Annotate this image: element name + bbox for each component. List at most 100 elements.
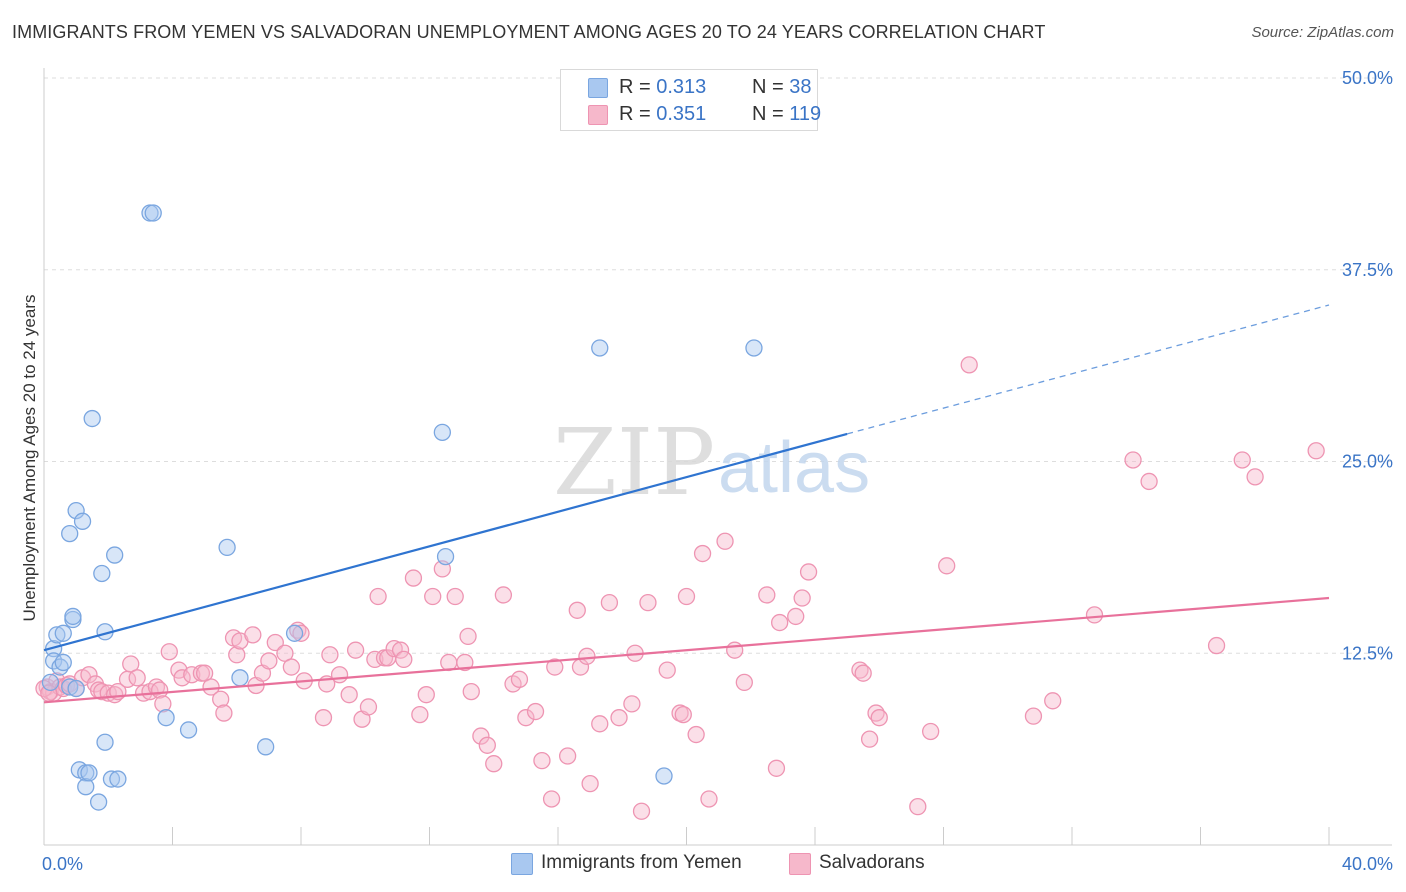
stats-box: R = 0.313 N = 38 R = 0.351 N = 119 (560, 69, 822, 131)
data-point (793, 589, 811, 607)
stats-swatch-yemen (588, 78, 608, 98)
chart-title: IMMIGRANTS FROM YEMEN VS SALVADORAN UNEM… (12, 22, 1046, 42)
data-point (395, 650, 413, 669)
data-point (244, 626, 262, 644)
watermark: ZIP atlas (553, 409, 870, 516)
x-tick-label: 40.0% (1342, 854, 1393, 874)
stats-r-value: 0.313 (656, 76, 707, 98)
data-point (160, 643, 178, 661)
data-point (257, 738, 275, 756)
data-point (195, 664, 214, 682)
data-point (282, 658, 301, 676)
data-point (61, 524, 79, 543)
series-immigrants-from-yemen (41, 204, 763, 811)
data-point (716, 532, 734, 550)
series-salvadorans (35, 356, 1325, 820)
data-point (54, 653, 72, 672)
data-point (735, 673, 753, 692)
y-tick-label: 37.5% (1342, 260, 1393, 280)
legend-swatch-salvadorans (789, 853, 811, 875)
data-point (1233, 451, 1251, 469)
data-point (870, 709, 888, 727)
data-point (266, 633, 284, 652)
data-point (330, 666, 349, 684)
data-point (218, 538, 236, 557)
data-point (526, 702, 545, 721)
data-point (610, 709, 628, 727)
data-point (61, 678, 79, 696)
data-point (212, 690, 230, 708)
data-point (67, 501, 85, 520)
data-point (922, 722, 940, 741)
data-point (106, 546, 124, 564)
data-point (771, 613, 789, 632)
data-point (510, 670, 529, 688)
gridlines (44, 77, 1392, 654)
data-point (799, 563, 818, 581)
data-point (109, 770, 127, 788)
data-point (144, 204, 162, 222)
data-point (359, 698, 378, 716)
data-point (228, 646, 246, 664)
data-point (674, 705, 692, 724)
data-point (173, 669, 191, 687)
stats-swatch-salvadorans (588, 105, 608, 125)
data-point (179, 721, 198, 739)
legend-swatch-yemen (511, 853, 533, 875)
stats-n-value: 38 (789, 76, 812, 98)
data-point (758, 586, 776, 604)
y-tick-label: 12.5% (1342, 643, 1393, 663)
data-point (424, 587, 442, 606)
data-point (632, 802, 651, 820)
data-point (677, 587, 696, 606)
data-point (726, 641, 744, 659)
data-point (314, 709, 333, 727)
data-point (1207, 636, 1226, 655)
data-point (1044, 692, 1062, 710)
stats-r-label: R = (619, 103, 657, 125)
data-point (456, 653, 474, 672)
legend-label: Immigrants from Yemen (541, 852, 742, 873)
data-point (54, 624, 72, 642)
data-point (128, 669, 146, 687)
data-point (558, 747, 577, 765)
data-point (154, 695, 172, 713)
data-point (578, 647, 596, 665)
data-point (1246, 468, 1264, 486)
data-point (1140, 472, 1158, 491)
data-point (122, 655, 140, 673)
data-point (851, 661, 869, 679)
stats-n-value: 119 (789, 103, 822, 125)
stats-n-label: N = (752, 76, 790, 98)
trendlines (43, 304, 1330, 704)
data-point (340, 686, 358, 704)
data-point (231, 669, 249, 687)
data-point (485, 755, 503, 773)
data-point (147, 678, 166, 696)
data-point (909, 798, 927, 816)
data-point (41, 673, 60, 692)
data-point (292, 624, 310, 642)
watermark-atlas: atlas (718, 428, 870, 508)
data-point (411, 705, 429, 724)
data-point (73, 512, 92, 530)
data-point (404, 569, 423, 587)
data-point (459, 627, 477, 646)
data-point (600, 593, 619, 612)
data-point (591, 715, 609, 733)
data-point (80, 764, 98, 782)
y-axis-label: Unemployment Among Ages 20 to 24 years (20, 294, 39, 622)
data-point (391, 641, 410, 659)
stats-n-label: N = (752, 103, 790, 125)
data-point (83, 409, 101, 428)
data-point (687, 725, 705, 744)
legend-label: Salvadorans (819, 852, 925, 873)
data-point (960, 356, 978, 374)
data-point (700, 790, 718, 808)
data-point (533, 751, 551, 770)
data-point (67, 679, 85, 698)
data-point (767, 759, 786, 777)
data-point (102, 770, 121, 788)
trendline-yemen-extension (846, 304, 1330, 435)
watermark-zip: ZIP (553, 409, 715, 516)
